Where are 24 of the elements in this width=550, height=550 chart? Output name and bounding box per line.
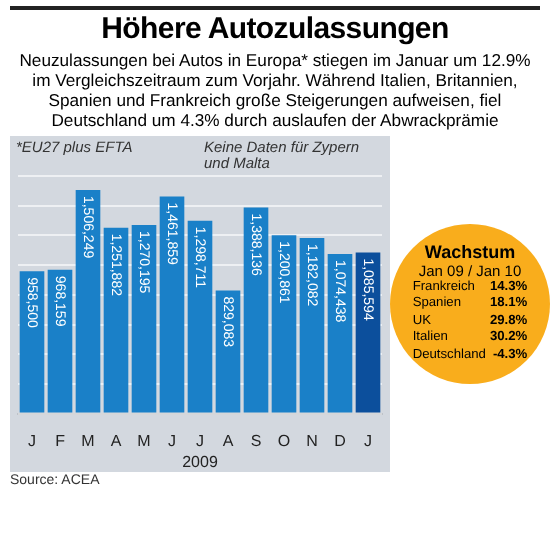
- x-tick-label: J: [364, 431, 372, 450]
- x-tick-label: J: [196, 431, 204, 450]
- chart-subtitle: Neuzulassungen bei Autos in Europa* stiegen im Januar um 12.9% im Vergleichszeitraum zum Vorjahr. Während Italien, Britannien, Spanien und Frankreich große Steigerungen aufweisen, fiel Deutschland um 4.3% durch auslaufen der Abwrackprämie: [17, 50, 533, 130]
- bar: [131, 224, 157, 413]
- x-tick-label: A: [222, 431, 235, 450]
- x-tick-label: O: [277, 431, 291, 450]
- bar: [75, 189, 101, 413]
- bar: [187, 220, 213, 413]
- bar: [103, 227, 129, 413]
- x-tick-label: N: [306, 431, 319, 450]
- bar: [159, 196, 185, 413]
- chart-title: Höhere Autozulassungen: [10, 6, 540, 46]
- x-tick-label: D: [334, 431, 347, 450]
- x-tick-label: M: [137, 431, 152, 450]
- bar: [243, 207, 269, 413]
- text: Wachstum: [424, 241, 516, 262]
- x-tick-label: J: [168, 431, 176, 450]
- x-tick-label: F: [55, 431, 66, 450]
- x-tick-label: J: [28, 431, 36, 450]
- x-axis-title: 2009: [182, 452, 219, 471]
- bar: [271, 235, 297, 413]
- x-tick-label: M: [81, 431, 96, 450]
- x-tick-label: S: [250, 431, 262, 450]
- x-tick-label: A: [110, 431, 123, 450]
